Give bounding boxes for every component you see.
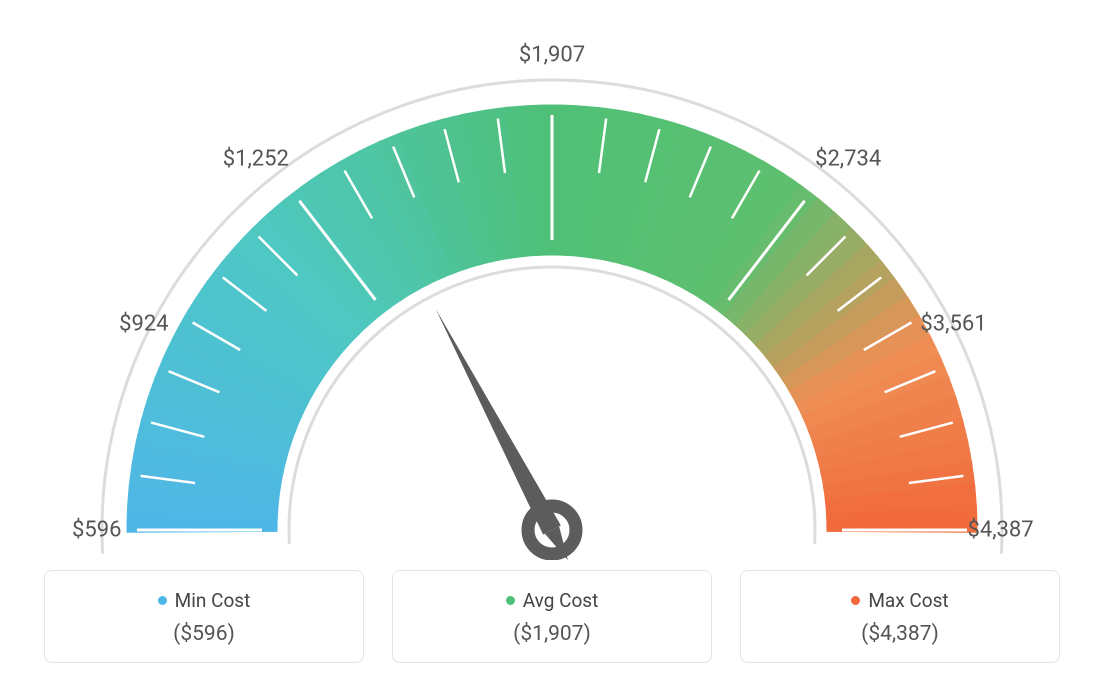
gauge-tick-label: $1,252 (223, 146, 289, 171)
legend-value-max: ($4,387) (751, 622, 1049, 646)
dot-min (158, 596, 167, 605)
gauge-tick-label: $4,387 (967, 518, 1033, 543)
legend-label-min: Min Cost (175, 589, 251, 612)
legend-title-avg: Avg Cost (506, 589, 599, 612)
legend-title-max: Max Cost (851, 589, 948, 612)
gauge-svg (0, 0, 1104, 560)
gauge-tick-label: $2,734 (815, 146, 881, 171)
gauge-tick-label: $924 (119, 311, 168, 336)
legend-label-avg: Avg Cost (523, 589, 599, 612)
legend-label-max: Max Cost (868, 589, 948, 612)
dot-max (851, 596, 860, 605)
legend-value-min: ($596) (55, 622, 353, 646)
legend-title-min: Min Cost (158, 589, 251, 612)
legend-card-avg: Avg Cost ($1,907) (392, 570, 712, 663)
gauge-tick-label: $3,561 (920, 311, 986, 336)
legend-card-min: Min Cost ($596) (44, 570, 364, 663)
legend-card-max: Max Cost ($4,387) (740, 570, 1060, 663)
legend-row: Min Cost ($596) Avg Cost ($1,907) Max Co… (0, 570, 1104, 663)
gauge-tick-label: $1,907 (519, 43, 585, 68)
gauge-tick-label: $596 (72, 518, 121, 543)
legend-value-avg: ($1,907) (403, 622, 701, 646)
dot-avg (506, 596, 515, 605)
gauge-chart: $596 $924 $1,252 $1,907 $2,734 $3,561 $4,387 (0, 0, 1104, 560)
